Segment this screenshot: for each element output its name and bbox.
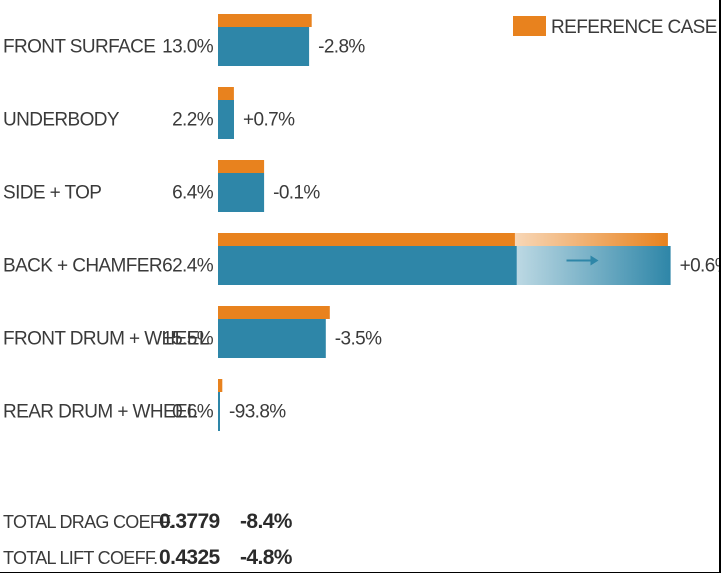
total-label: TOTAL DRAG COEFF. xyxy=(3,512,173,532)
current-bar xyxy=(218,27,310,66)
reference-bar xyxy=(218,306,330,319)
current-bar-solid xyxy=(218,246,517,285)
current-bar xyxy=(218,100,234,139)
arrow-head-icon xyxy=(590,255,599,266)
total-value: 0.4325 xyxy=(159,546,221,569)
share-value: 0.6% xyxy=(172,402,214,423)
total-change: -4.8% xyxy=(240,546,293,569)
change-value: -93.8% xyxy=(229,402,286,423)
reference-bar xyxy=(218,160,265,173)
legend-swatch xyxy=(513,16,546,36)
current-bar xyxy=(218,173,265,212)
bar-rows: FRONT SURFACE 13.0% -2.8% UNDERBODY 2.2% +0.7… xyxy=(3,14,719,431)
share-value: 62.4% xyxy=(162,256,214,277)
legend-label: REFERENCE CASE xyxy=(551,17,717,38)
share-value: 2.2% xyxy=(172,110,214,131)
reference-bar xyxy=(218,87,234,100)
change-value: -2.8% xyxy=(318,37,365,58)
total-value: 0.3779 xyxy=(159,510,220,533)
total-label: TOTAL LIFT COEFF. xyxy=(3,548,157,568)
reference-bar-solid xyxy=(218,233,515,246)
share-value: 15.5% xyxy=(162,329,214,350)
share-value: 6.4% xyxy=(172,183,214,204)
share-value: 13.0% xyxy=(162,37,214,58)
category-label: REAR DRUM + WHEEL xyxy=(3,402,197,423)
category-label: FRONT DRUM + WHEEL xyxy=(3,329,209,350)
change-value: +0.6% xyxy=(680,256,719,277)
totals-block: TOTAL DRAG COEFF.0.3779 -8.4% TOTAL LIFT C… xyxy=(3,510,293,569)
category-label: SIDE + TOP xyxy=(3,183,101,204)
change-value: -0.1% xyxy=(273,183,320,204)
reference-bar xyxy=(218,14,312,27)
total-change: -8.4% xyxy=(240,510,293,533)
reference-bar xyxy=(218,379,223,392)
category-label: BACK + CHAMFER xyxy=(3,256,162,277)
current-bar xyxy=(218,392,220,431)
category-label: FRONT SURFACE xyxy=(3,37,155,58)
category-label: UNDERBODY xyxy=(3,110,120,131)
change-value: -3.5% xyxy=(335,329,382,350)
change-value: +0.7% xyxy=(243,110,295,131)
current-bar xyxy=(218,319,326,358)
